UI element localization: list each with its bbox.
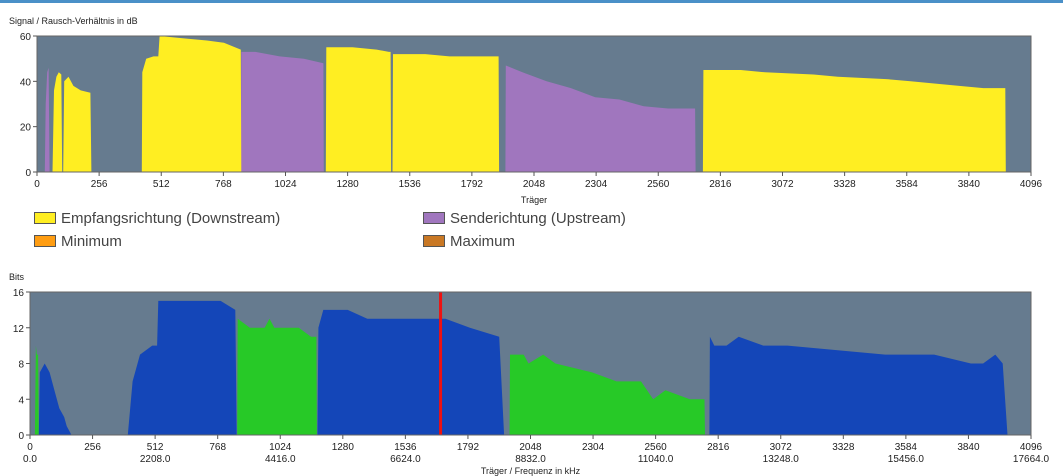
x-tick-label: 1536	[394, 442, 417, 453]
x-tick-label: 2304	[585, 179, 608, 190]
top-accent-line	[0, 0, 1063, 3]
legend-swatch-minimum	[34, 235, 56, 247]
x-tick-label: 3072	[771, 179, 794, 190]
snr-legend: Empfangsrichtung (Downstream) Sendericht…	[34, 208, 834, 254]
position-marker	[439, 292, 443, 435]
legend-swatch-upstream	[423, 212, 445, 224]
legend-swatch-maximum	[423, 235, 445, 247]
x-tick-label-khz: 8832.0	[515, 454, 546, 465]
series-area-empfangsrichtung-downstream-	[52, 36, 1006, 172]
x-tick-label: 2048	[519, 442, 542, 453]
y-axis-label: Signal / Rausch-Verhältnis in dB	[9, 16, 138, 26]
x-tick-label: 3840	[958, 179, 981, 190]
x-tick-label: 0	[27, 442, 33, 453]
x-tick-label: 1792	[457, 442, 480, 453]
legend-item-upstream: Senderichtung (Upstream)	[423, 208, 626, 228]
y-tick-label: 0	[18, 431, 24, 442]
x-tick-label: 512	[147, 442, 164, 453]
x-tick-label: 3328	[834, 179, 857, 190]
x-tick-label: 512	[153, 179, 170, 190]
y-tick-label: 20	[20, 123, 32, 134]
x-tick-label: 3328	[832, 442, 855, 453]
x-axis-label: Träger / Frequenz in kHz	[481, 466, 581, 476]
x-tick-label: 2816	[707, 442, 730, 453]
x-tick-label: 2048	[523, 179, 546, 190]
y-tick-label: 12	[13, 324, 25, 335]
y-tick-label: 40	[20, 77, 32, 88]
x-tick-label: 0	[34, 179, 40, 190]
y-axis-label: Bits	[9, 272, 25, 282]
y-tick-label: 60	[20, 32, 32, 43]
legend-item-downstream: Empfangsrichtung (Downstream)	[34, 208, 280, 228]
x-tick-label: 1024	[269, 442, 292, 453]
x-tick-label-khz: 0.0	[23, 454, 37, 465]
legend-item-maximum: Maximum	[423, 231, 515, 251]
series-area-downstream	[38, 300, 1008, 435]
x-tick-label-khz: 17664.0	[1013, 454, 1050, 465]
y-tick-label: 0	[25, 168, 31, 179]
y-tick-label: 4	[18, 395, 24, 406]
series-area-senderichtung-upstream-	[44, 51, 696, 172]
series-area-upstream	[34, 318, 705, 435]
x-tick-label: 2816	[709, 179, 732, 190]
x-tick-label: 3840	[957, 442, 980, 453]
x-tick-label: 4096	[1020, 442, 1043, 453]
legend-label-downstream: Empfangsrichtung (Downstream)	[61, 209, 281, 227]
legend-swatch-downstream	[34, 212, 56, 224]
y-tick-label: 8	[18, 360, 24, 371]
x-tick-label: 1024	[274, 179, 297, 190]
x-tick-label: 1536	[399, 179, 422, 190]
y-tick-label: 16	[13, 288, 25, 299]
x-tick-label: 2560	[645, 442, 668, 453]
legend-label-minimum: Minimum	[61, 232, 122, 250]
x-tick-label: 3584	[895, 442, 918, 453]
x-tick-label: 2304	[582, 442, 605, 453]
x-tick-label-khz: 11040.0	[638, 454, 674, 465]
x-tick-label: 256	[84, 442, 101, 453]
x-tick-label: 1280	[337, 179, 360, 190]
snr-chart: 0 20 40 60 0 256 512 768 1024 1280 1536 1792 2048 230…	[9, 16, 1043, 205]
x-tick-label-khz: 6624.0	[390, 454, 421, 465]
x-axis-label: Träger	[521, 195, 547, 205]
x-tick-label: 3072	[770, 442, 793, 453]
x-tick-label-khz: 2208.0	[140, 454, 171, 465]
x-tick-label: 256	[91, 179, 108, 190]
x-tick-label-khz: 13248.0	[763, 454, 800, 465]
x-tick-label: 1280	[332, 442, 355, 453]
x-tick-label: 1792	[461, 179, 484, 190]
x-tick-label: 4096	[1020, 179, 1043, 190]
x-tick-label: 2560	[647, 179, 670, 190]
x-tick-label-khz: 15456.0	[888, 454, 925, 465]
x-tick-label: 3584	[896, 179, 919, 190]
legend-label-upstream: Senderichtung (Upstream)	[450, 209, 626, 227]
x-tick-label-khz: 4416.0	[265, 454, 296, 465]
legend-item-minimum: Minimum	[34, 231, 122, 251]
x-tick-label: 768	[209, 442, 226, 453]
legend-label-maximum: Maximum	[450, 232, 516, 250]
x-tick-label: 768	[215, 179, 232, 190]
